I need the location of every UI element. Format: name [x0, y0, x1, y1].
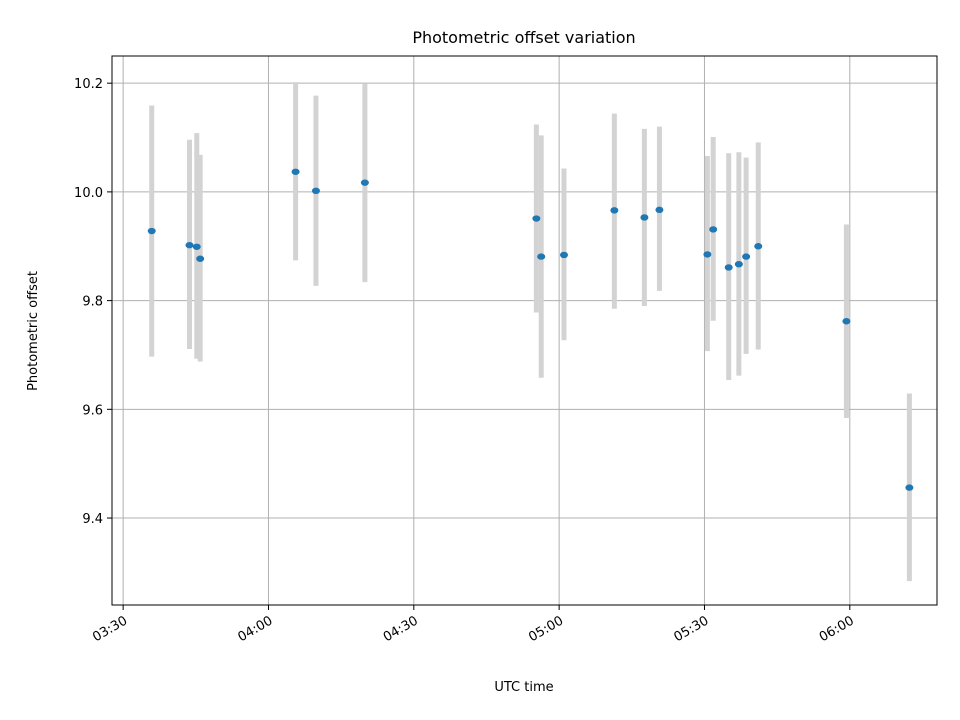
- data-point: [192, 243, 201, 250]
- y-tick-label: 10.2: [74, 77, 103, 92]
- data-point: [703, 251, 712, 258]
- data-point: [842, 318, 851, 325]
- data-point: [709, 226, 718, 233]
- data-point: [734, 260, 743, 268]
- y-tick-label: 10.0: [74, 186, 103, 201]
- data-point: [724, 264, 733, 271]
- data-point: [655, 206, 664, 214]
- data-point: [537, 253, 546, 260]
- data-point: [610, 207, 619, 214]
- y-axis-ticks: 9.4 9.6 9.8 10.0 10.2: [74, 77, 112, 527]
- data-point: [311, 187, 320, 195]
- data-point: [196, 255, 205, 262]
- data-point: [640, 214, 649, 221]
- data-point: [905, 484, 914, 491]
- y-tick-label: 9.4: [82, 512, 103, 527]
- y-axis-label: Photometric offset: [26, 271, 41, 391]
- data-point: [742, 253, 751, 260]
- plot-frame: [111, 55, 938, 606]
- grid-lines: [112, 56, 937, 605]
- data-point: [291, 168, 300, 175]
- data-point: [185, 241, 194, 249]
- data-points: [147, 168, 914, 491]
- x-axis-label: UTC time: [494, 680, 553, 695]
- y-tick-label: 9.8: [82, 295, 103, 310]
- data-point: [147, 227, 156, 235]
- data-point: [754, 243, 763, 250]
- data-point: [559, 251, 568, 259]
- y-tick-label: 9.6: [82, 403, 103, 418]
- chart-title: Photometric offset variation: [412, 28, 635, 47]
- data-point: [532, 215, 541, 222]
- data-point: [360, 179, 369, 186]
